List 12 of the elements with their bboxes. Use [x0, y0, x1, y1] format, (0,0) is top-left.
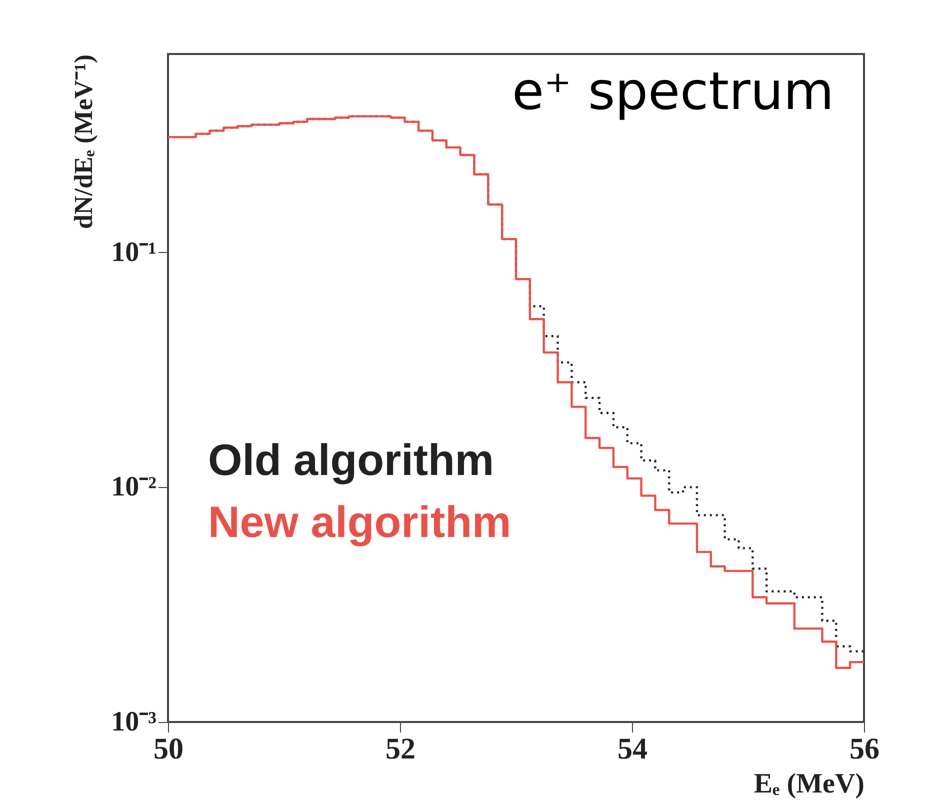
text: Old algorithm [208, 436, 494, 485]
y-tick-label: 10⁻¹ [111, 236, 156, 268]
x-tick-label: 56 [850, 732, 880, 766]
x-axis-title: Eₑ (MeV) [754, 768, 864, 800]
x-tick-label: 50 [154, 732, 184, 766]
x-tick-label: 52 [386, 732, 416, 766]
x-tick-label: 54 [618, 732, 648, 766]
y-tick-label: 10⁻² [111, 472, 156, 503]
annotation: e⁺ spectrum [512, 62, 834, 122]
y-tick-label: 10⁻³ [111, 706, 156, 738]
y-axis-title: dN/dEₑ (MeV⁻¹) [69, 54, 98, 229]
text: New algorithm [208, 498, 512, 547]
